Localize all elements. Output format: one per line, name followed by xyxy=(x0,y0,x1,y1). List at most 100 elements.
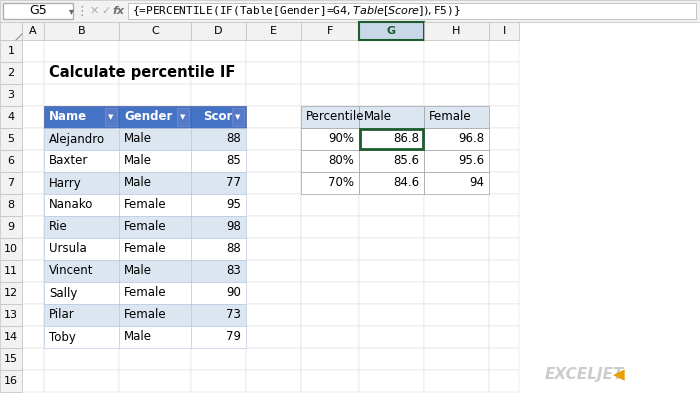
Bar xyxy=(191,194,246,216)
Bar xyxy=(191,106,246,128)
Text: Vincent: Vincent xyxy=(49,264,94,278)
Bar xyxy=(191,238,246,260)
Bar xyxy=(301,216,359,238)
Bar xyxy=(359,304,424,326)
Bar xyxy=(119,282,191,304)
Bar xyxy=(119,304,191,326)
Bar xyxy=(359,150,424,172)
Text: F: F xyxy=(327,26,333,36)
Bar xyxy=(424,238,489,260)
Bar xyxy=(191,172,246,194)
Text: Male: Male xyxy=(124,264,152,278)
Bar xyxy=(359,216,424,238)
Bar xyxy=(424,348,489,370)
Bar xyxy=(359,106,424,128)
Bar xyxy=(489,304,519,326)
Text: Baxter: Baxter xyxy=(49,154,88,168)
Text: 80%: 80% xyxy=(328,154,354,168)
Bar xyxy=(301,84,359,106)
Text: 4: 4 xyxy=(8,112,15,122)
Text: 9: 9 xyxy=(8,222,15,232)
Bar xyxy=(119,282,191,304)
Bar xyxy=(44,238,119,260)
Text: Ursula: Ursula xyxy=(49,242,87,256)
Bar xyxy=(246,216,301,238)
Text: Nanako: Nanako xyxy=(49,198,93,212)
Bar xyxy=(359,194,424,216)
Bar xyxy=(191,260,246,282)
Bar xyxy=(301,370,359,392)
Bar xyxy=(424,260,489,282)
Bar xyxy=(301,194,359,216)
Bar xyxy=(359,84,424,106)
Bar xyxy=(44,216,119,238)
Text: G: G xyxy=(387,26,396,36)
Bar xyxy=(0,172,22,194)
Text: 90%: 90% xyxy=(328,132,354,146)
Text: 16: 16 xyxy=(4,376,18,386)
Bar xyxy=(44,194,119,216)
Text: 10: 10 xyxy=(4,244,18,254)
Bar xyxy=(191,216,246,238)
Bar xyxy=(191,282,246,304)
Bar xyxy=(119,238,191,260)
Bar xyxy=(489,84,519,106)
Text: 77: 77 xyxy=(226,176,241,190)
Bar xyxy=(424,282,489,304)
Text: Harry: Harry xyxy=(49,176,82,190)
Bar xyxy=(0,22,22,40)
Text: 15: 15 xyxy=(4,354,18,364)
Bar xyxy=(44,128,119,150)
Bar xyxy=(0,106,22,128)
Bar xyxy=(301,260,359,282)
Text: 85.6: 85.6 xyxy=(393,154,419,168)
Bar xyxy=(44,172,119,194)
Bar xyxy=(424,150,489,172)
Bar xyxy=(119,128,191,150)
Text: 79: 79 xyxy=(226,330,241,344)
Bar xyxy=(191,150,246,172)
Bar xyxy=(489,370,519,392)
Bar xyxy=(44,304,119,326)
Bar xyxy=(301,128,359,150)
Bar xyxy=(0,40,22,62)
Text: ✓: ✓ xyxy=(102,6,111,16)
Bar xyxy=(191,348,246,370)
Bar xyxy=(424,194,489,216)
Text: 11: 11 xyxy=(4,266,18,276)
Bar xyxy=(359,172,424,194)
Bar xyxy=(119,348,191,370)
Text: 70%: 70% xyxy=(328,176,354,190)
Bar xyxy=(119,194,191,216)
Text: Percentile: Percentile xyxy=(306,110,365,124)
Bar xyxy=(22,282,44,304)
Text: ▼: ▼ xyxy=(181,114,186,120)
Bar xyxy=(191,326,246,348)
Bar xyxy=(44,106,119,128)
Bar xyxy=(44,282,119,304)
Bar xyxy=(119,150,191,172)
Bar xyxy=(22,216,44,238)
Text: 94: 94 xyxy=(469,176,484,190)
Bar xyxy=(489,216,519,238)
Bar xyxy=(0,194,22,216)
Bar xyxy=(191,194,246,216)
Text: Male: Male xyxy=(124,132,152,146)
Bar xyxy=(44,304,119,326)
Bar xyxy=(119,106,191,128)
Bar xyxy=(119,106,191,128)
Bar xyxy=(424,106,489,128)
Bar xyxy=(22,40,44,62)
Bar xyxy=(119,40,191,62)
Bar xyxy=(360,129,423,149)
Text: 84.6: 84.6 xyxy=(393,176,419,190)
Bar xyxy=(424,40,489,62)
Bar xyxy=(424,150,489,172)
Bar xyxy=(44,348,119,370)
Bar xyxy=(246,194,301,216)
Bar xyxy=(119,84,191,106)
Bar xyxy=(22,106,44,128)
Bar xyxy=(44,194,119,216)
Text: 7: 7 xyxy=(8,178,15,188)
Bar xyxy=(22,348,44,370)
